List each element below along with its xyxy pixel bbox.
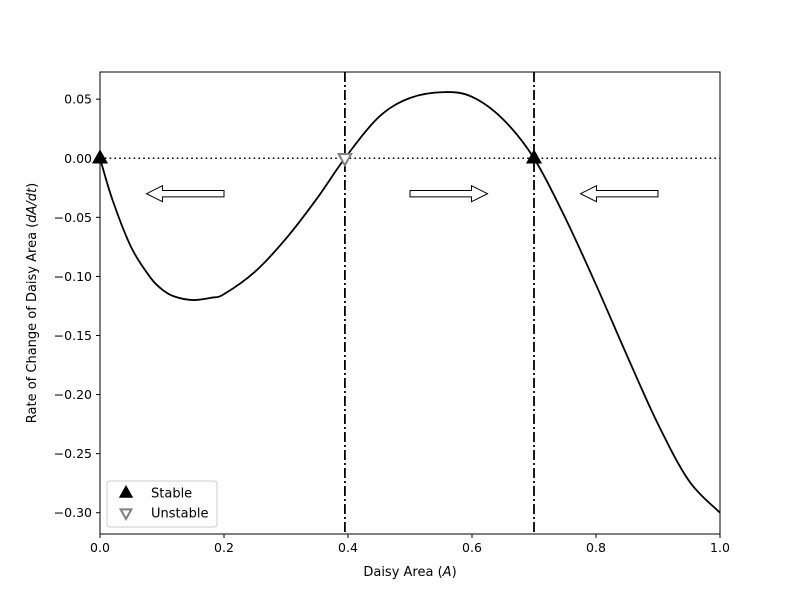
stable-equilibrium-marker-1 — [91, 149, 109, 164]
legend: Stable Unstable — [106, 480, 218, 528]
axis-ticks: 0.0 0.2 0.4 0.6 0.8 1.0 0.05 0.00 −0.05 −0.10 −0.1… — [54, 92, 730, 555]
y-tick-label: 0.05 — [64, 92, 92, 107]
legend-label-stable: Stable — [151, 487, 192, 502]
axes-frame — [99, 71, 721, 535]
y-tick-label: −0.25 — [54, 446, 92, 461]
x-tick-label: 0.4 — [338, 540, 358, 555]
y-tick-label: −0.10 — [54, 269, 92, 284]
y-axis-label: Rate of Change of Daisy Area (dA/dt) — [25, 183, 40, 423]
x-tick-label: 0.2 — [214, 540, 234, 555]
flow-arrow-right-2 — [409, 184, 489, 203]
x-axis-label: Daisy Area (A) — [363, 565, 456, 580]
plot-frame — [99, 71, 721, 535]
y-tick-label: −0.30 — [54, 505, 92, 520]
y-tick-label: −0.20 — [54, 387, 92, 402]
x-tick-label: 1.0 — [710, 540, 730, 555]
x-tick-label: 0.8 — [586, 540, 606, 555]
y-tick-label: −0.15 — [54, 328, 92, 343]
legend-box — [106, 480, 218, 528]
flow-arrow-left-1 — [145, 184, 225, 203]
x-tick-label: 0.6 — [462, 540, 482, 555]
y-tick-label: −0.05 — [54, 210, 92, 225]
legend-unstable-marker — [118, 508, 134, 522]
flow-arrow-left-3 — [579, 184, 659, 203]
x-tick-label: 0.0 — [90, 540, 110, 555]
rate-curve — [100, 91, 720, 514]
plot-content — [100, 72, 720, 534]
legend-stable-marker — [118, 484, 134, 498]
legend-label-unstable: Unstable — [151, 507, 208, 522]
y-tick-label: 0.00 — [64, 151, 92, 166]
equilibrium-markers — [91, 149, 543, 168]
stable-equilibrium-marker-3 — [525, 149, 543, 164]
unstable-equilibrium-marker-2 — [336, 153, 353, 168]
